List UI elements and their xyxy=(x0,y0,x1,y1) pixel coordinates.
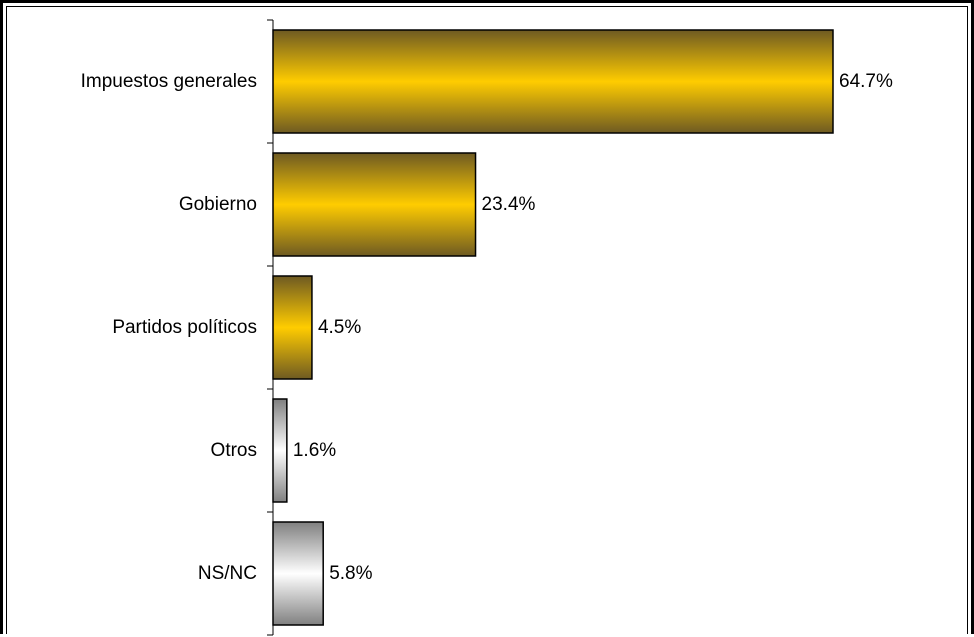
category-axis xyxy=(267,19,274,636)
category-label: Otros xyxy=(211,440,257,461)
data-label: 5.8% xyxy=(329,563,372,584)
bar-chart: Impuestos generales 64.7% Gobierno 23.4% Par… xyxy=(81,19,893,636)
data-label: 1.6% xyxy=(293,440,336,461)
category-label: Impuestos generales xyxy=(81,71,257,92)
bar xyxy=(272,521,324,626)
data-label: 64.7% xyxy=(839,71,893,92)
bars xyxy=(272,29,834,626)
labels: Impuestos generales 64.7% Gobierno 23.4% Par… xyxy=(81,71,893,584)
bar xyxy=(272,29,834,134)
category-label: Gobierno xyxy=(179,194,257,215)
data-label: 23.4% xyxy=(482,194,536,215)
bar xyxy=(272,152,477,257)
category-label: NS/NC xyxy=(198,563,257,584)
data-label: 4.5% xyxy=(318,317,361,338)
category-label: Partidos políticos xyxy=(112,317,257,338)
bar xyxy=(272,398,288,503)
bar xyxy=(272,275,313,380)
